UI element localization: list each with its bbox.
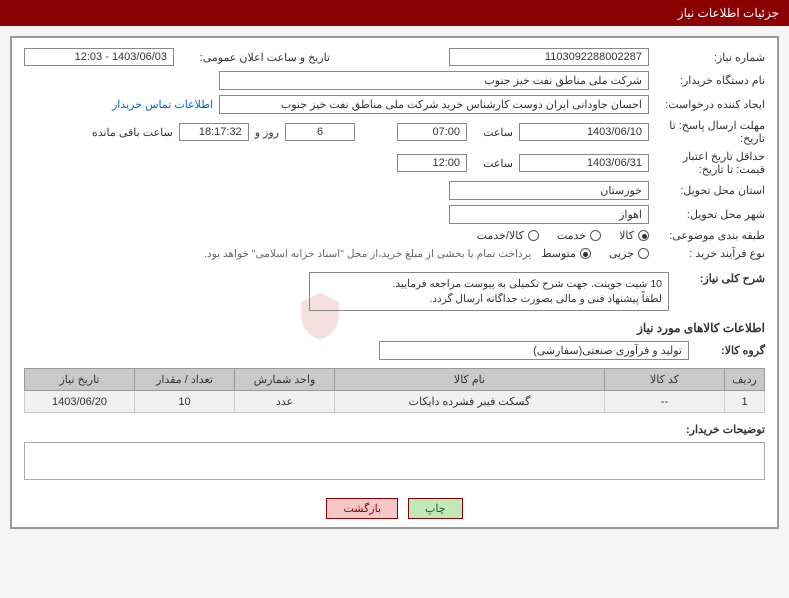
buyer-notes-box [24,442,765,480]
th-name: نام کالا [335,369,605,391]
buyer-contact-link[interactable]: اطلاعات تماس خریدار [112,98,213,111]
cell-qty: 10 [135,391,235,413]
general-desc-text: 10 شیت جوینت. جهت شرح تکمیلی به پیوست مر… [309,272,669,311]
cell-date: 1403/06/20 [25,391,135,413]
goods-section-title: اطلاعات کالاهای مورد نیاز [24,321,765,335]
row-goods-group: گروه کالا: تولید و فرآوری صنعتی(سفارشی) [24,341,765,360]
deadline-time: 07:00 [397,123,467,141]
th-code: کد کالا [605,369,725,391]
requester-label: ایجاد کننده درخواست: [655,98,765,111]
province-value: خوزستان [449,181,649,200]
radio-dot-icon [528,230,539,241]
radio-dot-icon [638,230,649,241]
buy-process-note: پرداخت تمام یا بخشی از مبلغ خرید،از محل … [204,248,531,260]
cell-rownum: 1 [725,391,765,413]
cell-name: گسکت فیبر فشرده دایکات [335,391,605,413]
th-row: ردیف [725,369,765,391]
need-number-value: 1103092288002287 [449,48,649,66]
content-area: شماره نیاز: 1103092288002287 تاریخ و ساع… [12,38,777,490]
announce-value: 1403/06/03 - 12:03 [24,48,174,66]
page-title: جزئیات اطلاعات نیاز [678,6,779,20]
th-unit: واحد شمارش [235,369,335,391]
page-header: جزئیات اطلاعات نیاز [0,0,789,26]
announce-label: تاریخ و ساعت اعلان عمومی: [180,51,330,64]
city-label: شهر محل تحویل: [655,208,765,221]
radio-dot-icon [590,230,601,241]
goods-table: ردیف کد کالا نام کالا واحد شمارش تعداد /… [24,368,765,413]
category-label: طبقه بندی موضوعی: [655,229,765,242]
deadline-label: مهلت ارسال پاسخ: تا تاریخ: [655,119,765,145]
cell-code: -- [605,391,725,413]
row-buyer-notes: توضیحات خریدار: [24,423,765,436]
deadline-days: 6 [285,123,355,141]
general-desc-label: شرح کلی نیاز: [675,272,765,285]
row-buyer-org: نام دستگاه خریدار: شرکت ملی مناطق نفت خی… [24,71,765,90]
requester-value: احسان جاودانی ایران دوست کارشناس خرید شر… [219,95,649,114]
goods-group-label: گروه کالا: [695,344,765,357]
row-validity: حداقل تاریخ اعتبار قیمت: تا تاریخ: 1403/… [24,150,765,176]
deadline-time-label: ساعت [473,126,513,139]
deadline-countdown-suffix: ساعت باقی مانده [92,126,173,139]
deadline-days-suffix: روز و [255,126,279,139]
need-number-label: شماره نیاز: [655,51,765,64]
deadline-date: 1403/06/10 [519,123,649,141]
validity-date: 1403/06/31 [519,154,649,172]
print-button[interactable]: چاپ [408,498,463,519]
validity-time-label: ساعت [473,157,513,170]
validity-label: حداقل تاریخ اعتبار قیمت: تا تاریخ: [655,150,765,176]
row-need-number: شماره نیاز: 1103092288002287 تاریخ و ساع… [24,48,765,66]
city-value: اهواز [449,205,649,224]
cell-unit: عدد [235,391,335,413]
row-city: شهر محل تحویل: اهواز [24,205,765,224]
main-frame: شماره نیاز: 1103092288002287 تاریخ و ساع… [10,36,779,529]
province-label: استان محل تحویل: [655,184,765,197]
radio-minor[interactable]: جزیی [609,247,649,260]
th-qty: تعداد / مقدار [135,369,235,391]
buyer-org-label: نام دستگاه خریدار: [655,74,765,87]
radio-goods-service[interactable]: کالا/خدمت [477,229,539,242]
row-deadline: مهلت ارسال پاسخ: تا تاریخ: 1403/06/10 سا… [24,119,765,145]
category-radio-group: کالا خدمت کالا/خدمت [477,229,649,242]
back-button[interactable]: بازگشت [326,498,398,519]
row-general-desc: شرح کلی نیاز: 10 شیت جوینت. جهت شرح تکمی… [24,272,765,311]
table-header-row: ردیف کد کالا نام کالا واحد شمارش تعداد /… [25,369,765,391]
th-date: تاریخ نیاز [25,369,135,391]
row-buy-process: نوع فرآیند خرید : جزیی متوسط پرداخت تمام… [24,247,765,260]
radio-goods[interactable]: کالا [619,229,649,242]
row-category: طبقه بندی موضوعی: کالا خدمت کالا/خدمت [24,229,765,242]
row-province: استان محل تحویل: خوزستان [24,181,765,200]
deadline-countdown: 18:17:32 [179,123,249,141]
radio-medium[interactable]: متوسط [541,247,591,260]
radio-service[interactable]: خدمت [557,229,601,242]
buyer-notes-label: توضیحات خریدار: [655,423,765,436]
radio-dot-icon [580,248,591,259]
radio-dot-icon [638,248,649,259]
table-row: 1 -- گسکت فیبر فشرده دایکات عدد 10 1403/… [25,391,765,413]
buyer-org-value: شرکت ملی مناطق نفت خیز جنوب [219,71,649,90]
validity-time: 12:00 [397,154,467,172]
buy-process-label: نوع فرآیند خرید : [655,247,765,260]
row-requester: ایجاد کننده درخواست: احسان جاودانی ایران… [24,95,765,114]
goods-group-value: تولید و فرآوری صنعتی(سفارشی) [379,341,689,360]
footer-buttons: چاپ بازگشت [12,490,777,527]
buy-process-radio-group: جزیی متوسط [541,247,649,260]
